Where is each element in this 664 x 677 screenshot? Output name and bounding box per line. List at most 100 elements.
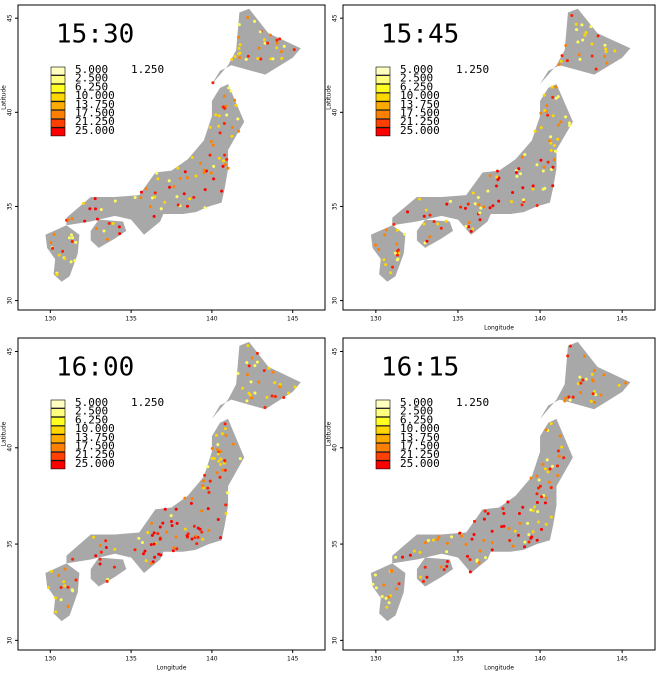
station-dot (488, 206, 492, 210)
station-dot (549, 135, 553, 139)
station-dot (227, 86, 231, 90)
station-dot (220, 432, 224, 436)
station-dot (66, 218, 70, 222)
legend-label: 21.250 (75, 448, 115, 461)
station-dot (163, 507, 167, 511)
station-dot (250, 356, 254, 360)
y-tick-label: 45 (332, 14, 339, 22)
station-dot (165, 530, 169, 534)
station-dot (589, 399, 593, 403)
station-dot (273, 394, 277, 398)
station-dot (190, 537, 194, 541)
legend-label: 21.250 (400, 448, 440, 461)
station-dot (384, 263, 388, 267)
station-dot (247, 364, 251, 368)
station-dot (217, 124, 221, 128)
station-dot (221, 468, 225, 472)
station-dot (245, 361, 249, 365)
legend-label: 10.000 (400, 422, 440, 435)
station-dot (219, 462, 223, 466)
station-dot (521, 505, 525, 509)
station-dot (50, 569, 54, 573)
x-tick-label: 130 (45, 316, 57, 323)
station-dot (137, 536, 141, 540)
x-tick-label: 130 (45, 656, 57, 663)
legend-label: 17.500 (75, 107, 115, 120)
station-dot (403, 232, 407, 236)
legend-swatch (50, 110, 66, 119)
legend-label: 17.500 (75, 440, 115, 453)
station-dot (591, 379, 595, 383)
station-dot (113, 547, 117, 551)
station-dot (543, 467, 547, 471)
station-dot (444, 219, 448, 223)
station-dot (539, 158, 543, 162)
station-dot (156, 177, 160, 181)
station-dot (107, 221, 111, 225)
station-dot (143, 549, 147, 553)
legend-extra-label: 1.250 (131, 63, 164, 76)
station-dot (209, 171, 213, 175)
legend-swatch (50, 127, 66, 137)
station-dot (518, 172, 522, 176)
legend-label: 6.250 (75, 413, 108, 426)
station-dot (275, 38, 279, 42)
station-dot (255, 360, 259, 364)
station-dot (568, 398, 572, 402)
station-dot (541, 187, 545, 191)
x-tick-label: 145 (287, 656, 299, 663)
y-axis-label: Latitude (1, 85, 8, 110)
legend-swatch (375, 66, 391, 76)
station-dot (560, 445, 564, 449)
station-dot (377, 247, 381, 251)
station-dot (223, 427, 227, 431)
station-dot (171, 549, 175, 553)
station-dot (256, 57, 260, 61)
station-dot (576, 382, 580, 386)
station-dot (464, 542, 468, 546)
station-dot (63, 584, 67, 588)
station-dot (71, 236, 75, 240)
station-dot (246, 344, 250, 348)
legend-label: 13.750 (400, 98, 440, 111)
y-tick-label: 35 (7, 540, 14, 548)
station-dot (271, 370, 275, 374)
station-dot (497, 176, 501, 180)
station-dot (158, 525, 162, 529)
station-dot (559, 120, 563, 124)
legend-swatch (375, 451, 391, 461)
y-tick-label: 35 (7, 202, 14, 210)
station-dot (591, 392, 595, 396)
station-dot (219, 449, 223, 453)
station-dot (550, 85, 554, 89)
station-dot (237, 129, 241, 133)
station-dot (278, 37, 282, 41)
station-dot (62, 580, 66, 584)
station-dot (562, 456, 566, 460)
station-dot (581, 38, 585, 42)
station-dot (393, 251, 397, 255)
station-dot (217, 156, 221, 160)
station-dot (263, 41, 267, 45)
station-dot (195, 542, 199, 546)
station-dot (469, 229, 473, 233)
station-dot (237, 23, 241, 27)
legend-swatch (375, 92, 391, 102)
station-dot (223, 468, 227, 472)
station-dot (212, 164, 216, 168)
legend-swatch (375, 443, 391, 452)
station-dot (99, 208, 103, 212)
station-dot (267, 366, 271, 370)
station-dot (517, 511, 521, 515)
station-dot (567, 395, 571, 399)
station-dot (175, 195, 179, 199)
station-dot (490, 548, 494, 552)
station-dot (230, 57, 234, 61)
station-dot (590, 372, 594, 376)
station-dot (105, 237, 109, 241)
y-tick-label: 35 (332, 202, 339, 210)
station-dot (425, 239, 429, 243)
station-dot (539, 527, 543, 531)
station-dot (207, 528, 211, 532)
legend-swatch (50, 451, 66, 461)
